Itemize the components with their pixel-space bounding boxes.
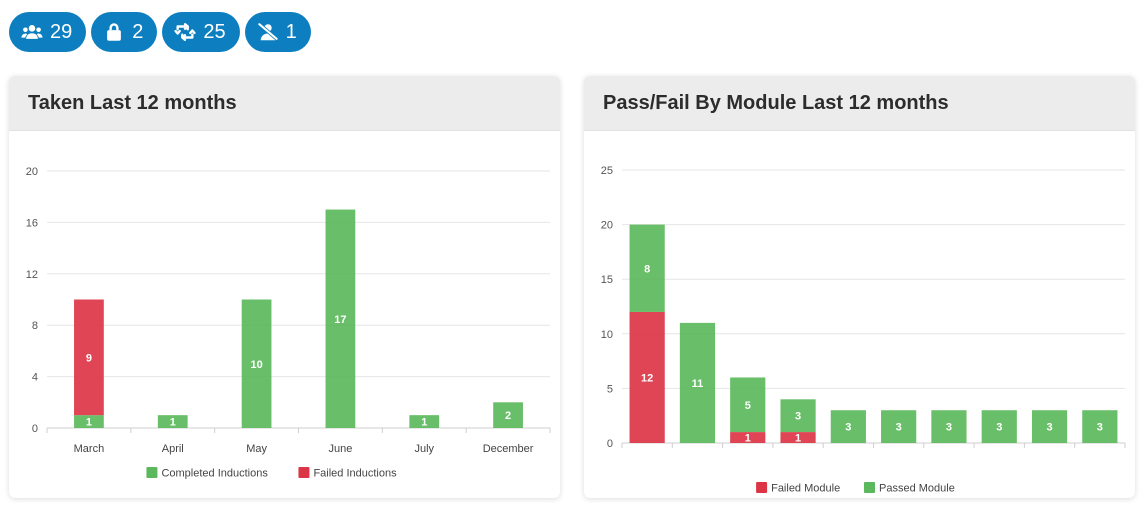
taken-legend-swatch <box>298 467 310 478</box>
passfail-bar-label: 3 <box>795 411 801 423</box>
taken-bar-label: 17 <box>334 314 346 326</box>
passfail-ytick-label: 15 <box>601 274 613 286</box>
passfail-bar-label: 1 <box>795 433 801 445</box>
taken-card-header: Taken Last 12 months <box>9 76 560 131</box>
taken-bar <box>74 299 104 416</box>
taken-bar-label: 9 <box>86 352 92 364</box>
retake-count: 25 <box>203 20 226 43</box>
taken-bar-label: 1 <box>170 417 176 429</box>
users-badge[interactable]: 29 <box>9 12 87 52</box>
locked-count: 2 <box>132 20 144 43</box>
passfail-ytick-label: 20 <box>601 220 613 232</box>
locked-badge[interactable]: 2 <box>91 12 158 52</box>
taken-bar-label: 1 <box>421 417 427 429</box>
passfail-bar <box>629 224 665 312</box>
passfail-bar <box>780 399 816 433</box>
taken-card: Taken Last 12 months 0 4 8 12 16 20 1 9 March 1 Ap… <box>9 76 560 498</box>
passfail-bar-label: 3 <box>1097 422 1103 434</box>
taken-xtick-label: March <box>74 443 105 455</box>
passfail-card-title: Pass/Fail By Module Last 12 months <box>603 91 949 114</box>
taken-bar <box>157 415 188 428</box>
passfail-card: Pass/Fail By Module Last 12 months 0 5 10 1… <box>584 76 1135 498</box>
passfail-ytick-label: 0 <box>607 438 613 450</box>
taken-xtick-label: May <box>246 443 267 455</box>
taken-legend-swatch <box>146 467 158 478</box>
passfail-legend-swatch <box>864 482 875 493</box>
passfail-bar-label: 3 <box>896 422 902 434</box>
passfail-bar <box>881 410 917 443</box>
passfail-bar <box>730 432 766 443</box>
taken-xtick-label: June <box>328 443 352 455</box>
passfail-ytick-label: 10 <box>601 329 613 341</box>
taken-ytick-label: 20 <box>26 166 38 178</box>
taken-bar <box>74 415 104 428</box>
passfail-bar <box>1082 410 1118 443</box>
passfail-bar <box>981 410 1017 443</box>
taken-ytick-label: 8 <box>32 320 38 332</box>
taken-xtick-label: July <box>414 443 434 455</box>
taken-legend-label: Completed Inductions <box>161 468 268 480</box>
passfail-bar <box>730 377 766 433</box>
taken-ytick-label: 16 <box>26 217 38 229</box>
passfail-bar <box>830 410 866 443</box>
passfail-bar <box>629 311 665 443</box>
taken-ytick-label: 4 <box>32 372 38 384</box>
passfail-bar-label: 12 <box>641 372 653 384</box>
passfail-bar-label: 8 <box>644 263 650 275</box>
taken-xtick-label: April <box>162 443 184 455</box>
passfail-bar <box>679 322 716 443</box>
disabled-users-count: 1 <box>285 20 297 43</box>
passfail-bar <box>1031 410 1068 443</box>
taken-bar-label: 10 <box>250 359 262 371</box>
passfail-card-header: Pass/Fail By Module Last 12 months <box>584 76 1135 131</box>
taken-chart: 0 4 8 12 16 20 1 9 March 1 April 10 May 17 June 1 July 2 D… <box>26 166 551 480</box>
users-count: 29 <box>50 20 73 43</box>
taken-ytick-label: 12 <box>26 269 38 281</box>
taken-bar <box>241 299 272 428</box>
passfail-bar-label: 3 <box>845 422 851 434</box>
taken-bar <box>409 415 440 428</box>
passfail-ytick-label: 25 <box>601 165 613 177</box>
taken-xtick-label: December <box>483 443 534 455</box>
summary-badges: 29 2 25 1 <box>9 12 311 52</box>
taken-bar-label: 1 <box>86 417 92 429</box>
passfail-legend-swatch <box>756 482 768 493</box>
taken-ytick-label: 0 <box>32 423 38 435</box>
passfail-bar <box>780 432 816 443</box>
taken-bar <box>493 402 523 428</box>
taken-bar <box>325 209 356 428</box>
retweet-icon <box>173 20 197 44</box>
passfail-legend-label: Passed Module <box>879 483 955 495</box>
passfail-bar-label: 5 <box>745 400 751 412</box>
users-icon <box>20 20 44 44</box>
retake-badge[interactable]: 25 <box>162 12 240 52</box>
passfail-bar-label: 3 <box>946 422 952 434</box>
passfail-ytick-label: 5 <box>607 383 613 395</box>
passfail-bar <box>931 410 967 443</box>
passfail-bar-label: 1 <box>745 433 751 445</box>
passfail-legend-label: Failed Module <box>771 483 840 495</box>
passfail-bar-label: 3 <box>996 422 1002 434</box>
passfail-bar-label: 3 <box>1046 422 1052 434</box>
passfail-bar-label: 11 <box>692 378 704 390</box>
lock-icon <box>102 20 126 44</box>
taken-card-title: Taken Last 12 months <box>28 91 237 114</box>
taken-bar-label: 2 <box>505 410 511 422</box>
taken-legend-label: Failed Inductions <box>313 468 397 480</box>
disabled-users-badge[interactable]: 1 <box>244 12 311 52</box>
user-slash-icon <box>256 20 280 44</box>
